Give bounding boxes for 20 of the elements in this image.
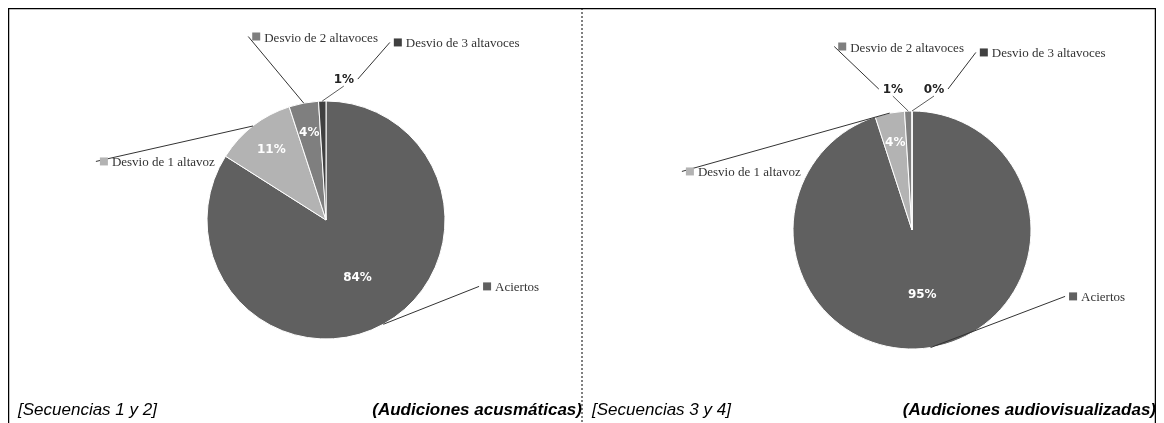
- legend-label: Aciertos: [1081, 289, 1126, 305]
- data-label: 95%: [907, 287, 937, 302]
- text: (Audiciones audiovisualizadas): [902, 400, 1157, 419]
- text: 0%: [923, 81, 945, 96]
- data-label: 11%: [256, 141, 286, 156]
- legend-label: Aciertos: [495, 279, 540, 295]
- text: (Audiciones acusmáticas): [372, 400, 583, 419]
- legend-label: Desvio de 1 altavoz: [111, 154, 216, 170]
- legend-label: Desvio de 2 altavoces: [850, 39, 964, 55]
- legend-label: Desvio de 3 altavoces: [991, 45, 1106, 61]
- text: [Secuencias 3 y 4]: [591, 400, 733, 419]
- legend-label: Desvio de 3 altavoces: [405, 35, 520, 51]
- data-label: 4%: [885, 134, 906, 149]
- text: [Secuencias 1 y 2]: [17, 400, 159, 419]
- data-label: 1%: [333, 71, 355, 86]
- data-label: 1%: [882, 81, 904, 96]
- legend-label: Desvio de 1 altavoz: [697, 164, 802, 180]
- data-label: 4%: [299, 124, 320, 139]
- data-label: 84%: [343, 269, 372, 284]
- legend-label: Desvio de 2 altavoces: [264, 29, 378, 45]
